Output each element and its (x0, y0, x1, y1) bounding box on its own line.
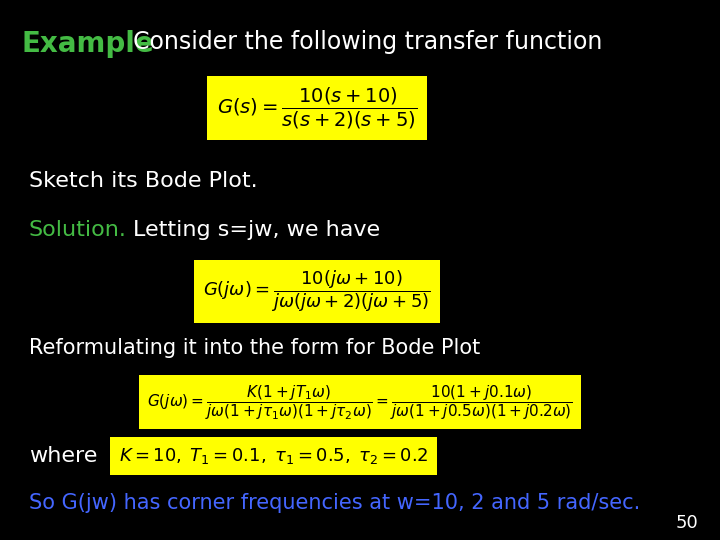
Text: $G(j\omega) = \dfrac{K(1+jT_1\omega)}{j\omega(1+j\tau_1\omega)(1+j\tau_2\omega)}: $G(j\omega) = \dfrac{K(1+jT_1\omega)}{j\… (147, 383, 573, 422)
Text: $G(s) = \dfrac{10(s+10)}{s(s+2)(s+5)}$: $G(s) = \dfrac{10(s+10)}{s(s+2)(s+5)}$ (217, 85, 417, 131)
Text: Letting s=jw, we have: Letting s=jw, we have (133, 219, 380, 240)
Text: So G(jw) has corner frequencies at w=10, 2 and 5 rad/sec.: So G(jw) has corner frequencies at w=10,… (29, 493, 640, 514)
Text: 50: 50 (675, 514, 698, 532)
Text: $K=10,\; T_1=0.1,\; \tau_1=0.5,\; \tau_2=0.2$: $K=10,\; T_1=0.1,\; \tau_1=0.5,\; \tau_2… (120, 446, 428, 467)
Text: Solution.: Solution. (29, 219, 127, 240)
Text: Sketch its Bode Plot.: Sketch its Bode Plot. (29, 171, 258, 191)
Text: Example: Example (22, 30, 154, 58)
Text: Consider the following transfer function: Consider the following transfer function (133, 30, 603, 53)
Text: where: where (29, 446, 97, 467)
Text: $G(j\omega) = \dfrac{10(j\omega+10)}{j\omega(j\omega+2)(j\omega+5)}$: $G(j\omega) = \dfrac{10(j\omega+10)}{j\o… (203, 269, 431, 314)
Text: Reformulating it into the form for Bode Plot: Reformulating it into the form for Bode … (29, 338, 480, 359)
